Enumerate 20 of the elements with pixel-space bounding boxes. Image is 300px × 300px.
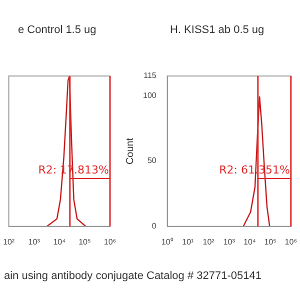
chart-title: e Control 1.5 ug (18, 24, 96, 36)
y-tick-label: 50 (147, 156, 157, 166)
x-tick-label: 10⁵ (78, 237, 91, 246)
x-tick-label: 10⁶ (284, 237, 298, 246)
x-tick-label: 10¹ (182, 237, 194, 246)
chart-title: H. KISS1 ab 0.5 ug (170, 24, 264, 36)
x-tick-label: 10³ (223, 237, 236, 246)
text: ain using antibody conjugate Catalog # 32771-05141 (4, 270, 262, 282)
x-tick-label: 10² (202, 237, 215, 246)
x-tick-label: 10⁰ (161, 237, 174, 246)
y-axis-title: Count (124, 138, 136, 165)
x-tick-label: 10⁵ (264, 237, 276, 246)
y-tick-label: 115 (144, 71, 157, 80)
x-tick-label: 10⁴ (244, 237, 256, 246)
y-tick-label: 100 (142, 90, 157, 100)
x-tick-label: 10⁶ (104, 237, 116, 246)
x-tick-label: 10³ (28, 237, 40, 246)
y-tick-label: 0 (152, 222, 157, 231)
x-tick-label: 10⁴ (53, 237, 66, 246)
x-tick-label: 10² (3, 237, 15, 246)
